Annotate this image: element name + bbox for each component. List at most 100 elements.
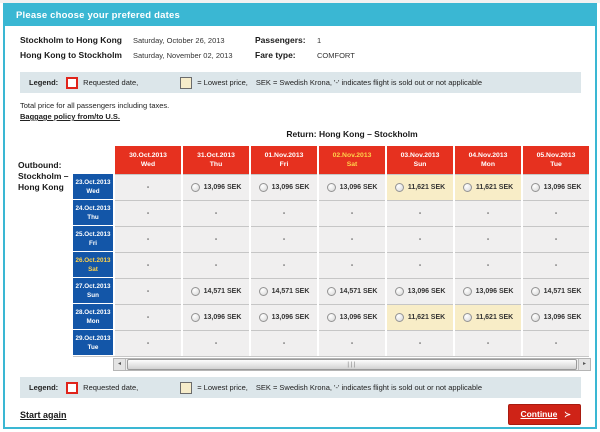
row-header-date: 29.Oct.2013 <box>75 334 111 342</box>
price-cell[interactable]: 13,096 SEK <box>251 174 317 200</box>
column-header-date: 30.Oct.2013 <box>129 152 167 159</box>
matrix-horizontal-scrollbar[interactable]: ◂ ||| ▸ <box>113 358 591 371</box>
price-label: 13,096 SEK <box>339 314 378 321</box>
price-radio[interactable] <box>394 183 404 192</box>
row-header: 27.Oct.2013 Sun <box>73 278 113 304</box>
continue-button[interactable]: Continue ≻ <box>508 404 581 425</box>
row-header-date: 26.Oct.2013 <box>75 256 111 264</box>
legend-sek-text: SEK = Swedish Krona, '-' indicates fligh… <box>255 383 482 392</box>
row-header: 29.Oct.2013 Tue <box>73 330 113 356</box>
price-radio[interactable] <box>462 313 472 322</box>
continue-button-label: Continue <box>520 409 558 419</box>
empty-cell: - <box>455 200 521 226</box>
outbound-label-line: Outbound: <box>18 160 62 170</box>
continue-arrow-icon: ≻ <box>564 409 571 419</box>
price-radio[interactable] <box>530 287 540 296</box>
row-header-date: 27.Oct.2013 <box>75 282 111 290</box>
column-header-day: Fri <box>279 161 289 168</box>
empty-cell: - <box>183 252 249 278</box>
price-cell[interactable]: 13,096 SEK <box>251 304 317 330</box>
row-header: 28.Oct.2013 Mon <box>73 304 113 330</box>
empty-cell: - <box>251 200 317 226</box>
price-radio[interactable] <box>326 313 336 322</box>
price-cell[interactable]: 13,096 SEK <box>387 278 453 304</box>
notes: Total price for all passengers including… <box>5 101 595 121</box>
column-header: 04.Nov.2013 Mon <box>455 146 521 174</box>
empty-cell: - <box>387 226 453 252</box>
price-cell[interactable]: 11,621 SEK <box>455 304 521 330</box>
price-label: 13,096 SEK <box>203 184 242 191</box>
price-label: 11,621 SEK <box>407 184 446 191</box>
empty-cell: - <box>523 200 589 226</box>
price-radio[interactable] <box>190 183 200 192</box>
price-cell[interactable]: 11,621 SEK <box>387 174 453 200</box>
price-label: 11,621 SEK <box>475 184 514 191</box>
column-header-date: 02.Nov.2013 <box>332 152 372 159</box>
baggage-policy-link[interactable]: Baggage policy from/to U.S. <box>20 112 121 121</box>
price-radio[interactable] <box>462 287 472 296</box>
price-radio[interactable] <box>258 313 268 322</box>
price-cell[interactable]: 13,096 SEK <box>455 278 521 304</box>
column-header-date: 04.Nov.2013 <box>468 152 508 159</box>
price-cell[interactable]: 13,096 SEK <box>319 174 385 200</box>
lowest-price-swatch-icon <box>180 381 193 394</box>
row-header-day: Wed <box>86 187 100 195</box>
price-radio[interactable] <box>326 287 336 296</box>
price-cell[interactable]: 14,571 SEK <box>523 278 589 304</box>
column-header-date: 01.Nov.2013 <box>264 152 304 159</box>
price-radio[interactable] <box>190 313 200 322</box>
price-cell[interactable]: 13,096 SEK <box>523 304 589 330</box>
price-radio[interactable] <box>530 313 540 322</box>
price-label: 13,096 SEK <box>543 314 582 321</box>
price-radio[interactable] <box>258 183 268 192</box>
total-price-note: Total price for all passengers including… <box>20 101 170 110</box>
price-cell[interactable]: 13,096 SEK <box>183 174 249 200</box>
return-direction-header: Return: Hong Kong – Stockholm <box>286 129 418 139</box>
passengers-label: Passengers: <box>255 35 306 45</box>
trip-summary: Stockholm to Hong Kong Saturday, October… <box>5 26 595 66</box>
row-header-day: Sat <box>88 265 98 273</box>
empty-cell: - <box>115 174 181 200</box>
column-header-date: 05.Nov.2013 <box>536 152 576 159</box>
column-header-day: Wed <box>140 161 156 168</box>
price-label: 14,571 SEK <box>339 288 378 295</box>
scroll-left-arrow[interactable]: ◂ <box>114 359 126 370</box>
outbound-label-line: Stockholm – <box>18 171 69 181</box>
legend-requested-text: Requested date, <box>83 383 139 392</box>
price-cell[interactable]: 13,096 SEK <box>523 174 589 200</box>
matrix-row: 24.Oct.2013 Thu - - - - - - - <box>73 200 589 226</box>
price-radio[interactable] <box>530 183 540 192</box>
empty-cell: - <box>387 330 453 356</box>
price-label: 14,571 SEK <box>203 288 242 295</box>
price-cell[interactable]: 14,571 SEK <box>183 278 249 304</box>
matrix-corner-spacer <box>73 146 113 174</box>
empty-cell: - <box>251 252 317 278</box>
price-cell[interactable]: 14,571 SEK <box>319 278 385 304</box>
date-matrix: 30.Oct.2013 Wed 31.Oct.2013 Thu 01.Nov.2013 F… <box>73 146 589 357</box>
price-radio[interactable] <box>394 313 404 322</box>
price-cell[interactable]: 11,621 SEK <box>455 174 521 200</box>
footer: Start again Continue ≻ <box>5 404 595 425</box>
row-header-day: Sun <box>87 291 99 299</box>
price-radio[interactable] <box>394 287 404 296</box>
price-radio[interactable] <box>462 183 472 192</box>
price-cell[interactable]: 11,621 SEK <box>387 304 453 330</box>
start-again-link[interactable]: Start again <box>20 409 67 420</box>
requested-date-swatch-icon <box>66 381 79 394</box>
empty-cell: - <box>455 330 521 356</box>
row-header-date: 24.Oct.2013 <box>75 204 111 212</box>
empty-cell: - <box>455 252 521 278</box>
price-label: 11,621 SEK <box>407 314 446 321</box>
price-cell[interactable]: 14,571 SEK <box>251 278 317 304</box>
price-radio[interactable] <box>326 183 336 192</box>
price-radio[interactable] <box>258 287 268 296</box>
column-header-day: Mon <box>481 161 495 168</box>
scroll-right-arrow[interactable]: ▸ <box>578 359 590 370</box>
scrollbar-thumb[interactable]: ||| <box>127 359 577 370</box>
price-cell[interactable]: 13,096 SEK <box>183 304 249 330</box>
empty-cell: - <box>115 304 181 330</box>
price-cell[interactable]: 13,096 SEK <box>319 304 385 330</box>
column-header-day: Tue <box>550 161 562 168</box>
price-radio[interactable] <box>190 287 200 296</box>
